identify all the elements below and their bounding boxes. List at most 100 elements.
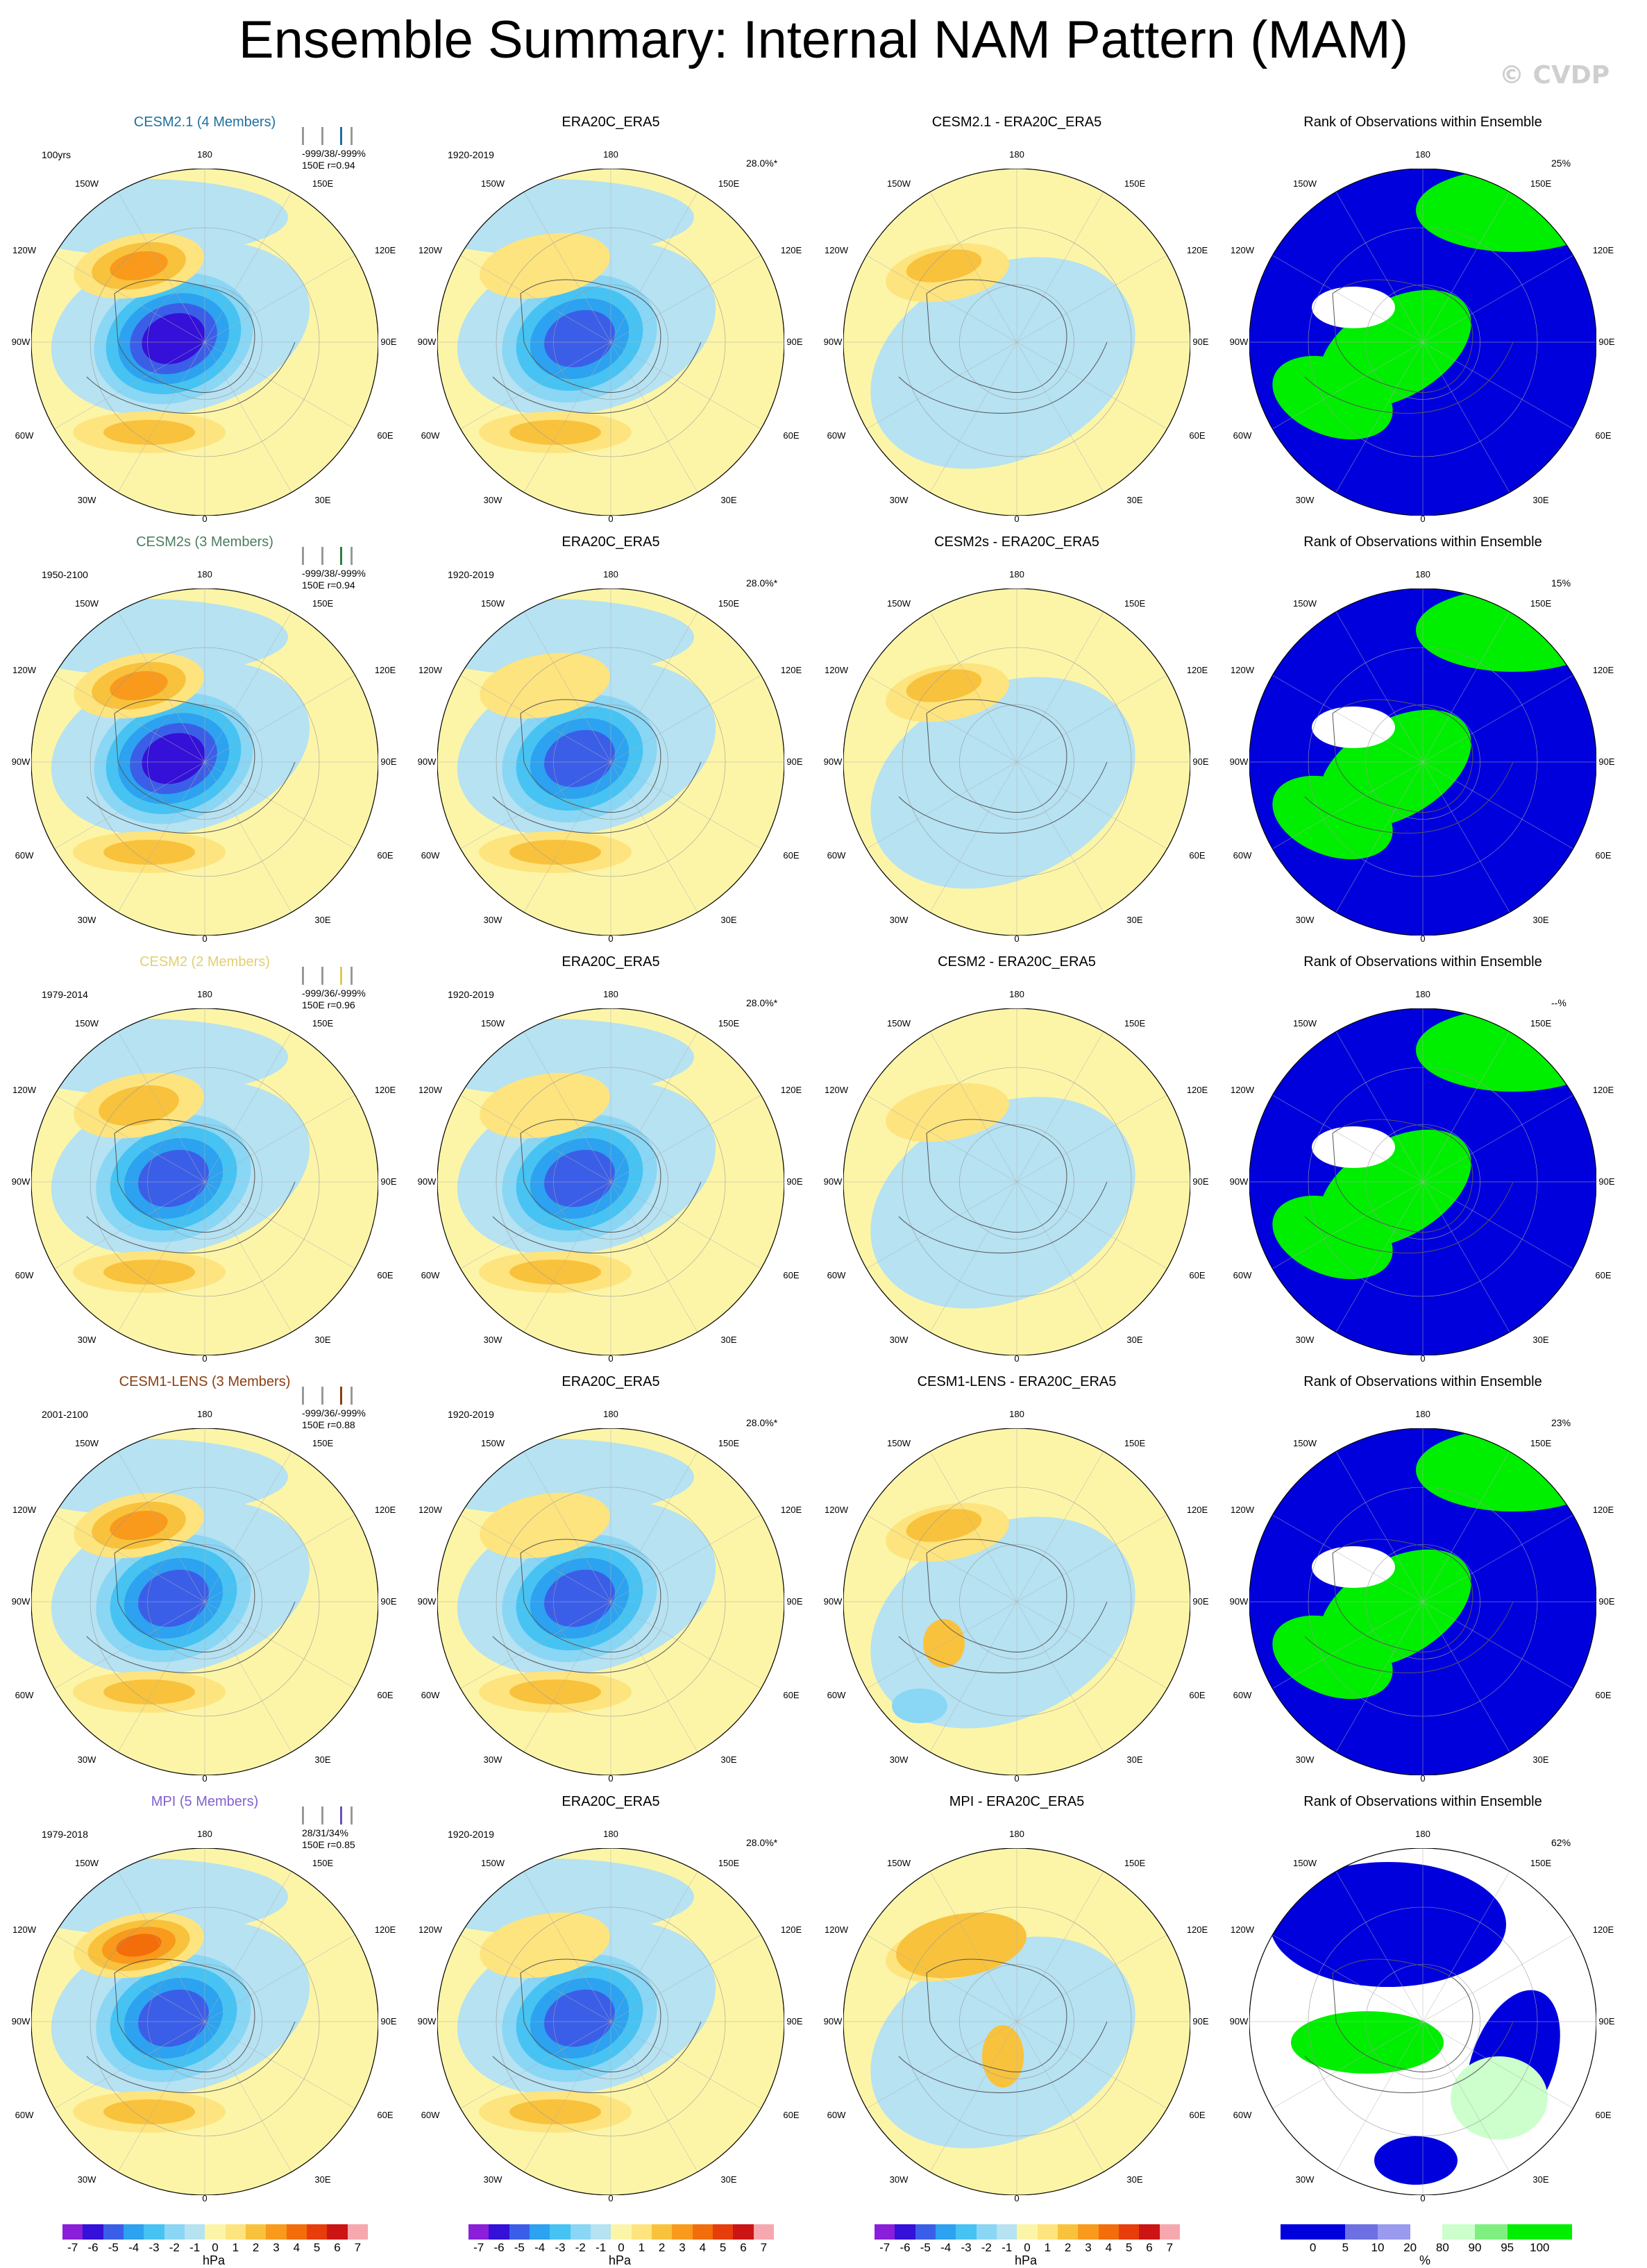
- colorbar-swatch: [875, 2224, 895, 2240]
- coastline: [898, 761, 1108, 833]
- meridian-line: [1422, 761, 1510, 913]
- model-stats-pct: -999/38/-999%: [302, 148, 366, 159]
- diff-panel: MPI - ERA20C_ERA5 180 0 90W 90E 150W 150E 120W 1…: [812, 1794, 1222, 2210]
- polar-map: [31, 1848, 378, 2195]
- coord-label-br: 30E: [314, 1335, 331, 1345]
- coord-label-bottom: 0: [1014, 1773, 1020, 1784]
- coord-label-bottom: 0: [1420, 1353, 1426, 1364]
- meridian-line: [1422, 1934, 1573, 2022]
- rank-pct: --%: [1551, 997, 1566, 1008]
- coord-label-bl: 30W: [483, 2174, 502, 2185]
- coord-label-ul: 120W: [419, 665, 442, 675]
- colorbar-tick-label: -2: [169, 2241, 180, 2254]
- coastline: [520, 279, 661, 393]
- coord-label-lr: 60E: [1189, 2110, 1206, 2120]
- coord-label-top: 180: [1009, 149, 1024, 160]
- meridian-line: [1422, 1094, 1573, 1183]
- meridian-line: [54, 341, 205, 430]
- coord-label-bottom: 0: [1014, 514, 1020, 524]
- colorbar-swatch: [1058, 2224, 1079, 2240]
- coord-label-bottom: 0: [608, 514, 614, 524]
- member-tick: [321, 1387, 323, 1405]
- coord-label-tr: 150E: [1124, 1858, 1146, 1868]
- nam-low-contour: [544, 1149, 615, 1208]
- coord-label-left: 90W: [417, 1176, 437, 1187]
- coord-label-tr: 150E: [1124, 178, 1146, 189]
- rank-panel: Rank of Observations within Ensemble --% 1…: [1218, 954, 1628, 1371]
- rank-mid-area: [1312, 287, 1395, 328]
- coord-label-bottom: 0: [608, 1353, 614, 1364]
- meridian-line: [610, 1451, 698, 1602]
- colorbar-tick-label: -7: [473, 2241, 484, 2254]
- meridian-line: [523, 1601, 611, 1752]
- meridian-line: [204, 761, 292, 913]
- rank-panel: Rank of Observations within Ensemble 23% 1…: [1218, 1374, 1628, 1791]
- meridian-line: [1016, 1601, 1167, 1689]
- meridian-line: [117, 611, 205, 763]
- meridian-line: [204, 1601, 355, 1689]
- coord-label-right: 90E: [1192, 2016, 1209, 2026]
- coord-label-ul: 120W: [12, 245, 36, 255]
- coord-label-ll: 60W: [421, 2110, 440, 2120]
- coord-label-tr: 150E: [1530, 1858, 1552, 1868]
- model-panel: CESM1-LENS (3 Members) 2001-2100 -999/36/-…: [0, 1374, 409, 1791]
- meridian-line: [1422, 255, 1573, 343]
- meridian-line: [866, 1601, 1017, 1689]
- coord-label-right: 90E: [380, 2016, 397, 2026]
- coord-label-ur: 120E: [780, 1085, 802, 1095]
- coord-label-ur: 120E: [780, 1505, 802, 1515]
- model-title: CESM2.1 (4 Members): [133, 115, 276, 130]
- meridian-line: [1422, 2021, 1573, 2109]
- polar-map: [437, 1848, 784, 2195]
- polar-map: [437, 1428, 784, 1775]
- model-panel: CESM2.1 (4 Members) 100yrs -999/38/-999% 15…: [0, 115, 409, 531]
- coord-label-top: 180: [197, 569, 212, 579]
- coord-label-lr: 60E: [783, 430, 800, 441]
- coord-label-top: 180: [1415, 1409, 1430, 1419]
- colorbar-tick-label: -5: [514, 2241, 525, 2254]
- colorbar-tick-label: 10: [1371, 2241, 1385, 2254]
- coord-label-top: 180: [1009, 1409, 1024, 1419]
- coastline: [1332, 1539, 1473, 1652]
- coord-label-tr: 150E: [718, 1018, 740, 1029]
- coord-label-br: 30E: [1532, 1335, 1549, 1345]
- coord-label-ur: 120E: [780, 1924, 802, 1935]
- coord-label-tl: 150W: [887, 598, 911, 609]
- coord-label-left: 90W: [823, 756, 843, 767]
- atlantic-high-contour: [103, 2099, 195, 2124]
- colorbar-tick-label: 4: [293, 2241, 301, 2254]
- coord-label-lr: 60E: [1189, 850, 1206, 861]
- model-stats-r: 150E r=0.96: [302, 999, 355, 1010]
- coord-label-bottom: 0: [1420, 933, 1426, 944]
- coord-label-top: 180: [1415, 989, 1430, 999]
- colorbar-swatch: [205, 2224, 226, 2240]
- colorbar-tick-label: 95: [1501, 2241, 1514, 2254]
- coastline: [520, 1119, 661, 1233]
- model-stats-pct: 28/31/34%: [302, 1827, 348, 1838]
- rank-panel: Rank of Observations within Ensemble 62% 1…: [1218, 1794, 1628, 2210]
- obs-panel: ERA20C_ERA5 1920-2019 28.0%* 180 0 90W 90E 150W…: [406, 954, 816, 1371]
- obs-title: ERA20C_ERA5: [561, 1794, 660, 1809]
- rank-pct: 23%: [1551, 1417, 1571, 1428]
- coord-label-ul: 120W: [825, 245, 848, 255]
- coord-label-lr: 60E: [783, 1270, 800, 1280]
- colorbar-swatch: [611, 2224, 632, 2240]
- meridian-line: [1016, 1094, 1167, 1183]
- colorbar-tick-label: 3: [273, 2241, 280, 2254]
- meridian-line: [523, 341, 611, 493]
- meridian-line: [1016, 1514, 1167, 1602]
- coord-label-top: 180: [197, 1829, 212, 1839]
- atlantic-high-contour: [103, 1260, 195, 1285]
- colorbar-tick-label: -2: [575, 2241, 586, 2254]
- coord-label-bl: 30W: [889, 495, 909, 505]
- meridian-line: [204, 2021, 355, 2109]
- colorbar-tick-label: -7: [67, 2241, 78, 2254]
- coord-label-left: 90W: [1229, 1596, 1249, 1607]
- atlantic-high-contour: [509, 1260, 601, 1285]
- meridian-line: [1335, 1451, 1424, 1602]
- diff-panel: CESM2.1 - ERA20C_ERA5 180 0 90W 90E 150W 150E 1…: [812, 115, 1222, 531]
- pacific-high-contour: [99, 1085, 179, 1126]
- coord-label-ll: 60W: [1233, 850, 1252, 861]
- coord-label-right: 90E: [380, 1176, 397, 1187]
- model-stats-r: 150E r=0.94: [302, 579, 355, 591]
